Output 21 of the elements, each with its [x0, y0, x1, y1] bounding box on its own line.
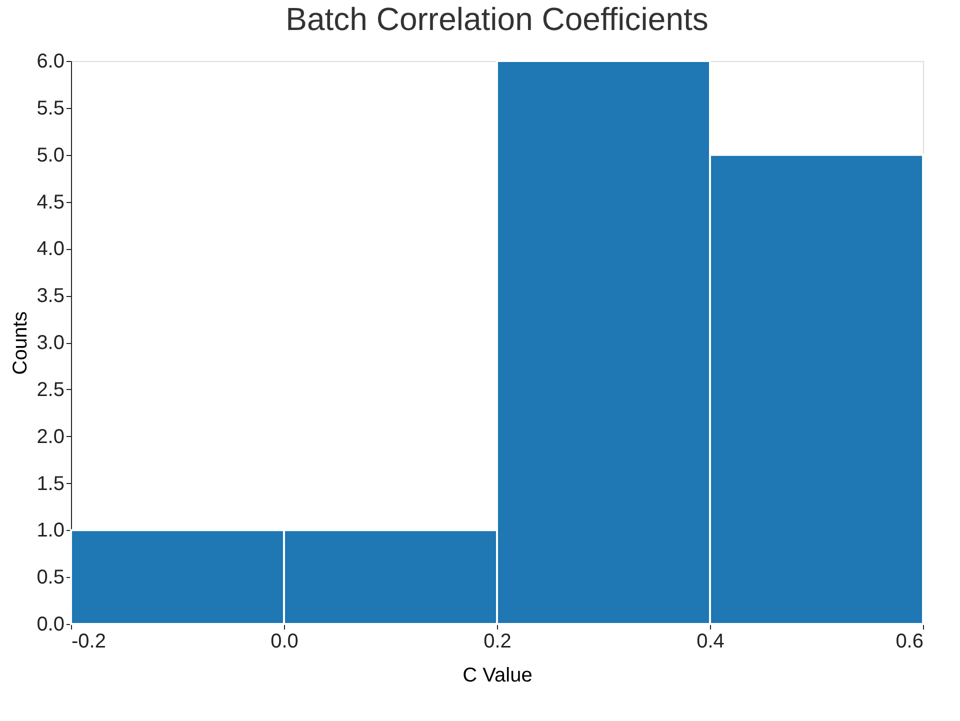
x-tick-label: 0.4 [696, 630, 724, 652]
y-tick-label: 6.0 [36, 50, 64, 72]
y-tick-label: 1.5 [36, 472, 64, 495]
x-tick-label: 0.6 [896, 630, 924, 652]
x-tick-label: -0.2 [72, 630, 106, 652]
y-tick-label: 0.0 [36, 614, 64, 636]
y-tick-label: 2.0 [36, 426, 64, 448]
y-tick-label: 3.0 [36, 332, 64, 354]
y-tick-label: 0.5 [36, 566, 64, 589]
chart-title: Batch Correlation Coefficients [286, 1, 708, 37]
y-tick-label: 4.0 [36, 238, 64, 260]
y-axis-title: Counts [10, 311, 32, 375]
x-tick-label: 0.0 [270, 630, 298, 652]
y-tick-label: 5.5 [36, 97, 64, 120]
y-tick-label: 1.0 [36, 520, 64, 542]
y-tick-label: 4.5 [36, 191, 64, 214]
x-axis-title: C Value [462, 664, 532, 686]
y-tick-label: 2.5 [36, 378, 64, 401]
y-tick-label: 5.0 [36, 144, 64, 166]
x-tick-label: 0.2 [484, 630, 512, 652]
y-tick-label: 3.5 [36, 285, 64, 308]
